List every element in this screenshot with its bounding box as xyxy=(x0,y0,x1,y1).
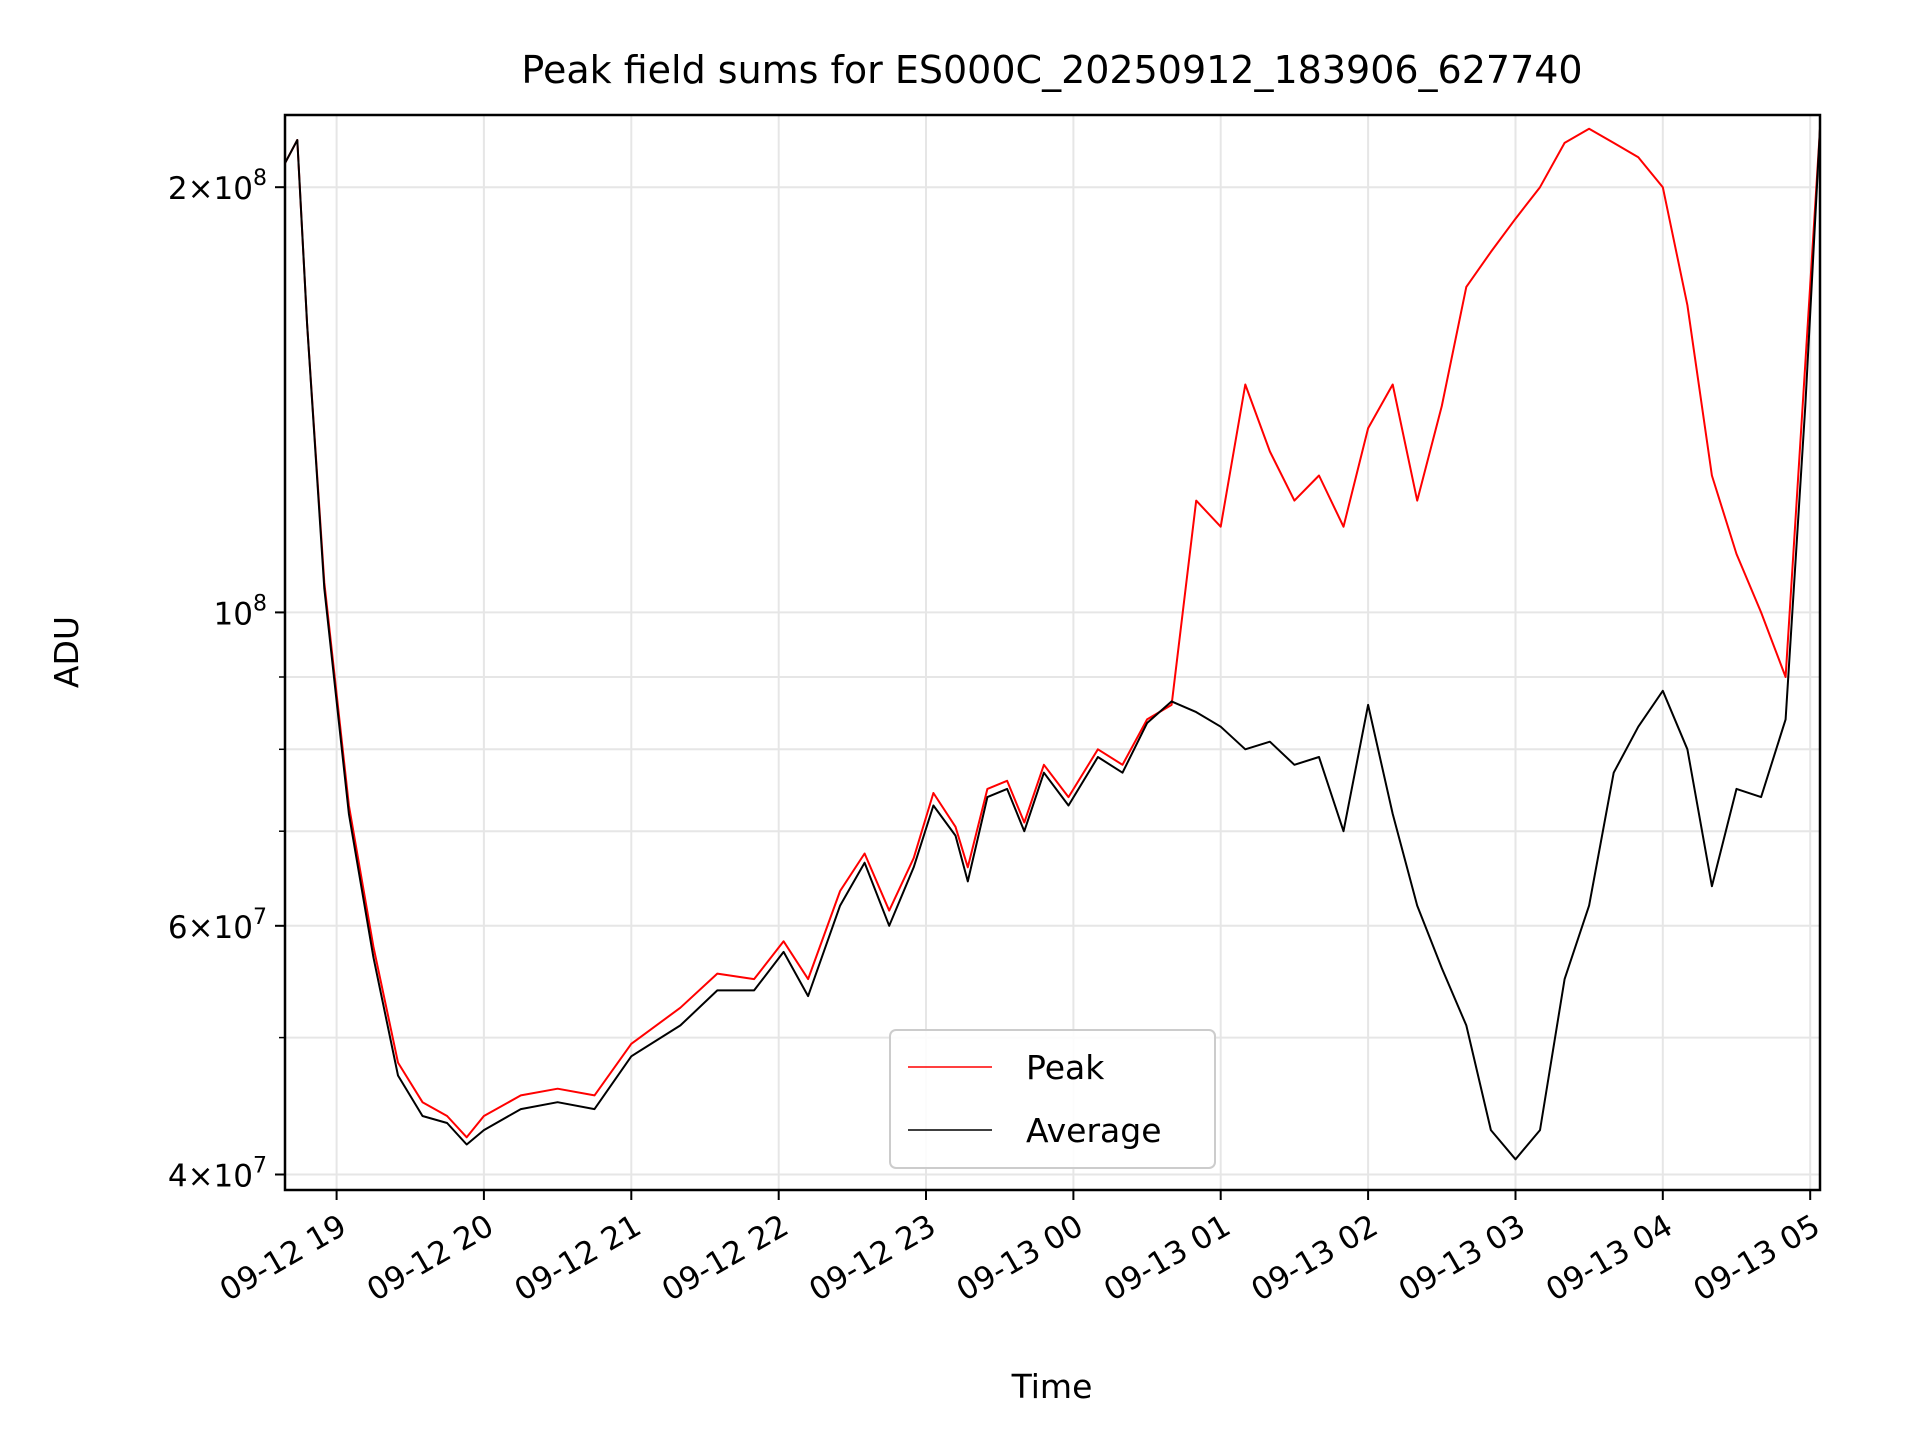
x-axis-label: Time xyxy=(1011,1367,1093,1406)
legend: Peak Average xyxy=(889,1029,1216,1169)
series-line-average xyxy=(284,128,1821,1161)
y-tick-label: 108 xyxy=(214,591,267,632)
series-line-peak xyxy=(284,127,1821,1139)
y-tick-label: 4×107 xyxy=(168,1154,267,1195)
legend-label-peak: Peak xyxy=(1026,1048,1105,1087)
y-axis-label: ADU xyxy=(47,616,86,688)
grid xyxy=(285,115,1820,1190)
y-tick-label: 2×108 xyxy=(168,166,267,207)
plot-series xyxy=(284,127,1821,1161)
legend-box xyxy=(889,1029,1216,1169)
chart-title: Peak field sums for ES000C_20250912_1839… xyxy=(521,48,1582,92)
legend-label-average: Average xyxy=(1026,1111,1162,1150)
y-tick-label: 6×107 xyxy=(168,905,267,946)
plot-frame xyxy=(283,113,1822,1192)
y-axis-ticks: 4×107 6×107 108 2×108 xyxy=(168,166,285,1195)
